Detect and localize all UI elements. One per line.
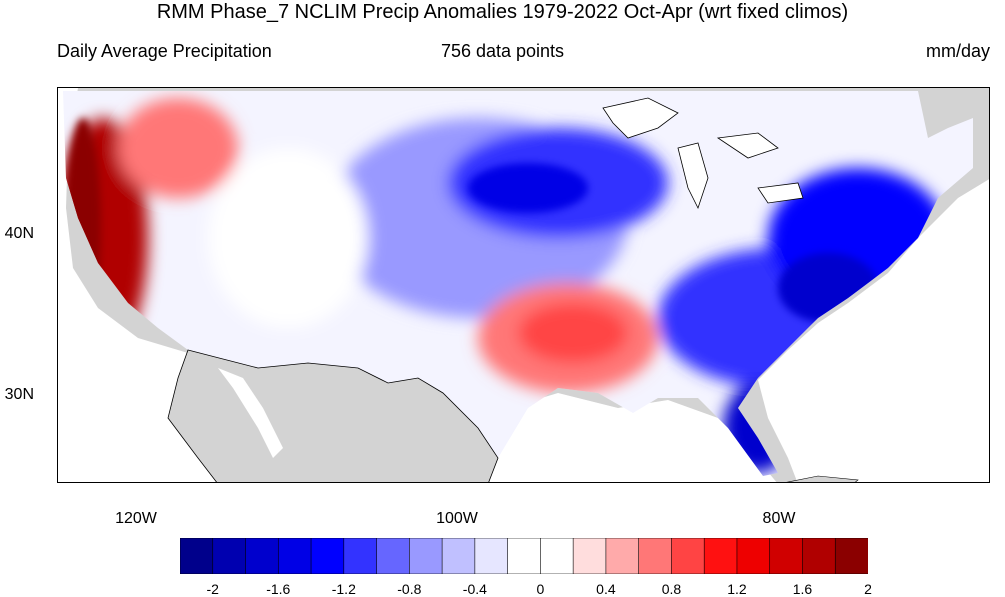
colorbar-tick-label: 0.4 [596, 581, 616, 597]
colorbar-tick-label: 0.8 [661, 581, 682, 597]
map-title: RMM Phase_7 NCLIM Precip Anomalies 1979-… [156, 1, 849, 23]
colorbar [180, 538, 868, 574]
colorbar-tick-label: -1.6 [266, 581, 291, 597]
lat-label-40n: 40N [4, 225, 34, 242]
colorbar-tick-label: -2 [206, 581, 219, 597]
colorbar-swatch [605, 538, 640, 574]
colorbar-swatch [409, 538, 443, 574]
lake-michigan-dry [468, 163, 588, 213]
colorbar-swatch [310, 538, 345, 574]
map-svg [58, 88, 989, 482]
colorbar-swatch [507, 538, 542, 574]
colorbar-swatch [638, 538, 673, 574]
southern-plains-core [518, 303, 628, 363]
units-label: mm/day [925, 41, 990, 61]
colorbar-swatch [540, 538, 574, 574]
colorbar-swatch [277, 538, 312, 574]
mexico [167, 349, 499, 482]
colorbar-swatch [376, 538, 411, 574]
northwest-wet [118, 98, 238, 198]
colorbar-tick-label: -0.8 [397, 581, 422, 597]
pacific-ocean [58, 88, 217, 482]
precip-anomaly-map [57, 87, 990, 483]
lon-label-100w: 100W [436, 510, 478, 527]
colorbar-swatch [572, 538, 607, 574]
colorbar-swatch [180, 538, 214, 574]
colorbar-swatch [245, 538, 280, 574]
lon-label-80w: 80W [762, 510, 796, 527]
colorbar-swatch [736, 538, 771, 574]
colorbar-swatch [441, 538, 476, 574]
great-lakes [602, 97, 804, 210]
atlantic-ocean [758, 179, 989, 482]
colorbar-tick-label: -0.4 [462, 581, 487, 597]
colorbar-swatch [671, 538, 705, 574]
colorbar-swatch [343, 538, 378, 574]
colorbar-tick-label: 1.6 [792, 581, 813, 597]
colorbar-swatch [474, 538, 509, 574]
colorbar-tick-label: 0 [536, 581, 545, 597]
baja-gulf [218, 368, 283, 458]
variable-label: Daily Average Precipitation [57, 41, 272, 61]
colorbar-tick-label: 1.2 [727, 581, 747, 597]
lat-label-30n: 30N [4, 386, 34, 403]
colorbar-swatch [834, 538, 868, 574]
lon-label-120w: 120W [115, 510, 157, 527]
colorbar-swatch [703, 538, 738, 574]
colorbar-swatch [769, 538, 804, 574]
cuba [786, 475, 859, 482]
colorbar-swatch [802, 538, 837, 574]
data-points-label: 756 data points [440, 41, 565, 61]
colorbar-tick-label: 2 [864, 581, 872, 597]
rockies-light [208, 148, 368, 328]
colorbar-swatch [212, 538, 247, 574]
colorbar-tick-label: -1.2 [331, 581, 356, 597]
gulf-of-mexico [478, 393, 777, 482]
